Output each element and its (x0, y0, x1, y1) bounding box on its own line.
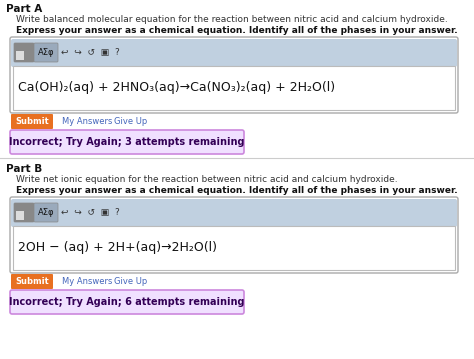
Text: ↩  ↪  ↺  ▣  ?: ↩ ↪ ↺ ▣ ? (61, 208, 120, 217)
Text: Express your answer as a chemical equation. Identify all of the phases in your a: Express your answer as a chemical equati… (16, 186, 457, 195)
Text: Incorrect; Try Again; 3 attempts remaining: Incorrect; Try Again; 3 attempts remaini… (9, 137, 245, 147)
Text: Part A: Part A (6, 4, 42, 14)
FancyBboxPatch shape (10, 290, 244, 314)
FancyBboxPatch shape (11, 199, 457, 227)
Text: Give Up: Give Up (114, 277, 147, 286)
FancyBboxPatch shape (11, 274, 53, 289)
FancyBboxPatch shape (11, 39, 457, 67)
Text: AΣφ: AΣφ (38, 48, 54, 57)
Bar (13, 66, 455, 110)
Text: ↩  ↪  ↺  ▣  ?: ↩ ↪ ↺ ▣ ? (61, 48, 120, 57)
FancyBboxPatch shape (34, 43, 58, 62)
FancyBboxPatch shape (10, 130, 244, 154)
Bar (16, 51, 24, 60)
Text: 2OH − (aq) + 2H+(aq)→2H₂O(l): 2OH − (aq) + 2H+(aq)→2H₂O(l) (18, 242, 217, 255)
FancyBboxPatch shape (11, 114, 53, 129)
Text: Write net ionic equation for the reaction between nitric acid and calcium hydrox: Write net ionic equation for the reactio… (16, 175, 398, 184)
Text: Submit: Submit (15, 277, 49, 286)
Text: AΣφ: AΣφ (38, 208, 54, 217)
FancyBboxPatch shape (10, 37, 458, 113)
FancyBboxPatch shape (10, 197, 458, 273)
Text: Express your answer as a chemical equation. Identify all of the phases in your a: Express your answer as a chemical equati… (16, 26, 457, 35)
Text: My Answers: My Answers (62, 277, 112, 286)
Text: Part B: Part B (6, 164, 42, 174)
Text: My Answers: My Answers (62, 117, 112, 126)
Text: Write balanced molecular equation for the reaction between nitric acid and calci: Write balanced molecular equation for th… (16, 15, 448, 24)
Text: Submit: Submit (15, 117, 49, 126)
Bar (13, 226, 455, 270)
Text: Ca(OH)₂(aq) + 2HNO₃(aq)→Ca(NO₃)₂(aq) + 2H₂O(l): Ca(OH)₂(aq) + 2HNO₃(aq)→Ca(NO₃)₂(aq) + 2… (18, 81, 335, 94)
Text: Incorrect; Try Again; 6 attempts remaining: Incorrect; Try Again; 6 attempts remaini… (9, 297, 245, 307)
Bar (16, 211, 24, 220)
FancyBboxPatch shape (14, 203, 34, 222)
Text: Give Up: Give Up (114, 117, 147, 126)
FancyBboxPatch shape (34, 203, 58, 222)
FancyBboxPatch shape (14, 43, 34, 62)
